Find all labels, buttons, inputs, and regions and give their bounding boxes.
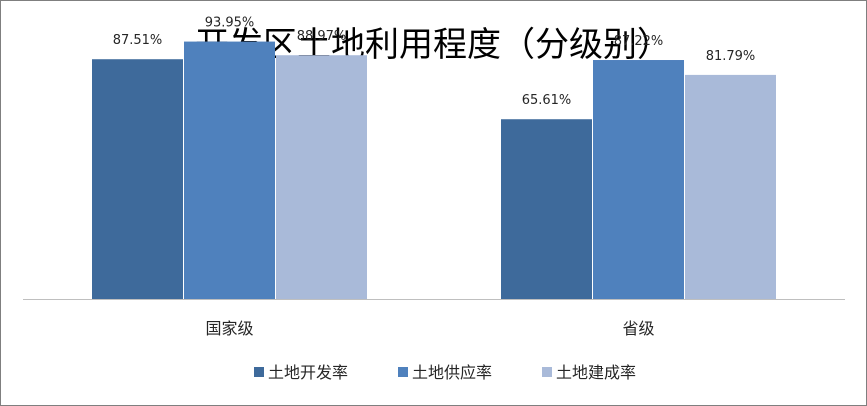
bars-group: 87.51% 93.95% 88.97% 65.61% 87.22% 81.79% <box>92 16 776 300</box>
legend-label-1: 土地开发率 <box>268 363 348 382</box>
category-labels: 国家级 省级 <box>205 319 654 338</box>
bar-2-series-3 <box>685 74 776 299</box>
data-label-1-series-2: 93.95% <box>205 16 255 31</box>
bar-1-series-1 <box>92 59 183 300</box>
legend-swatch-1 <box>254 367 264 377</box>
legend-swatch-3 <box>542 367 552 377</box>
data-label-2-series-2: 87.22% <box>614 34 664 49</box>
bar-2-series-2 <box>593 60 684 300</box>
bar-1-series-3 <box>276 55 367 299</box>
bar-1-series-2 <box>184 41 275 300</box>
legend: 土地开发率 土地供应率 土地建成率 <box>254 363 636 382</box>
legend-label-2: 土地供应率 <box>412 363 492 382</box>
data-label-1-series-3: 88.97% <box>297 29 347 44</box>
data-label-1-series-1: 87.51% <box>113 33 163 48</box>
bar-2-series-1 <box>501 119 592 299</box>
legend-label-3: 土地建成率 <box>556 363 636 382</box>
category-label-2: 省级 <box>622 319 654 338</box>
data-label-2-series-3: 81.79% <box>706 49 756 64</box>
category-label-1: 国家级 <box>205 319 253 338</box>
legend-swatch-2 <box>398 367 408 377</box>
data-label-2-series-1: 65.61% <box>522 93 572 108</box>
